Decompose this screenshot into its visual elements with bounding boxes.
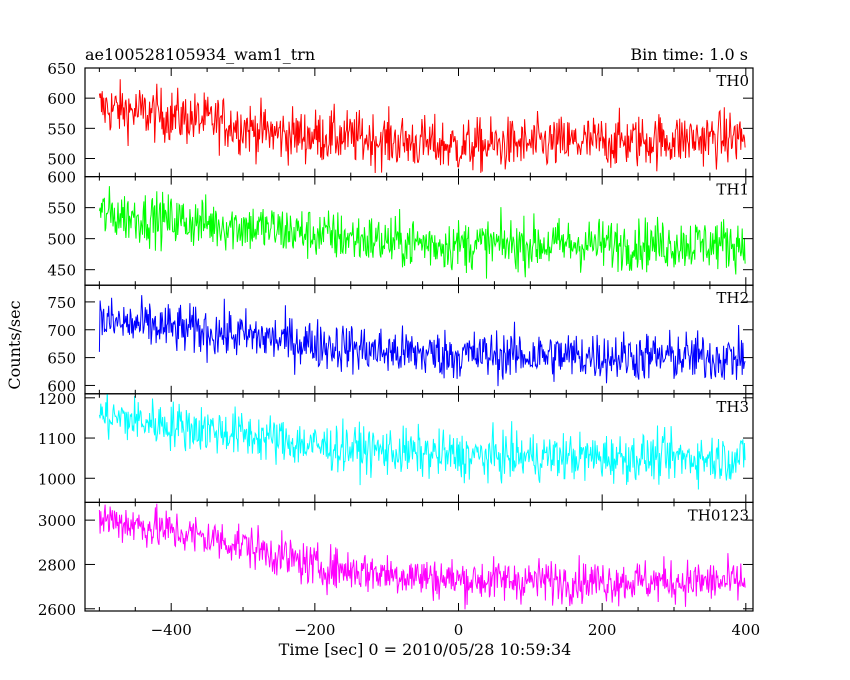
y-tick-label: 2600 <box>38 601 76 619</box>
y-tick-label: 650 <box>47 60 76 78</box>
y-tick-label: 550 <box>47 120 76 138</box>
series-th0123 <box>98 503 746 610</box>
bin-time-label: Bin time: 1.0 s <box>630 45 748 64</box>
panel-label: TH1 <box>716 181 749 199</box>
y-tick-label: 600 <box>47 377 76 395</box>
x-axis-label: Time [sec] 0 = 2010/05/28 10:59:34 <box>279 640 572 659</box>
y-tick-label: 1100 <box>38 430 76 448</box>
y-axis-label: Counts/sec <box>5 300 24 389</box>
y-tick-label: 750 <box>47 294 76 312</box>
x-tick-label: −400 <box>151 621 192 639</box>
x-tick-label: 200 <box>588 621 617 639</box>
y-tick-label: 550 <box>47 200 76 218</box>
y-tick-label: 1000 <box>38 470 76 488</box>
panels-group: TH0 500 550 600 650 TH1 450 500 550 600 TH2 600 650 7… <box>38 60 760 639</box>
y-tick-label: 2800 <box>38 556 76 574</box>
panel-label: TH0 <box>716 72 749 90</box>
panel-label: TH3 <box>716 398 749 416</box>
x-tick-label: −200 <box>294 621 335 639</box>
panel-label: TH0123 <box>688 506 749 524</box>
x-tick-label: 0 <box>454 621 464 639</box>
y-tick-label: 600 <box>47 169 76 187</box>
y-tick-label: 650 <box>47 350 76 368</box>
y-tick-label: 700 <box>47 322 76 340</box>
y-tick-label: 1200 <box>38 390 76 408</box>
series-th2 <box>98 295 746 387</box>
x-tick-label: 400 <box>731 621 760 639</box>
series-th3 <box>98 393 746 490</box>
y-tick-label: 3000 <box>38 512 76 530</box>
series-th0 <box>98 79 746 174</box>
y-tick-label: 450 <box>47 262 76 280</box>
panel-label: TH2 <box>716 289 749 307</box>
y-tick-label: 600 <box>47 90 76 108</box>
chart-title: ae100528105934_wam1_trn <box>85 45 315 64</box>
y-tick-label: 500 <box>47 151 76 169</box>
panel-frame <box>84 501 754 612</box>
y-tick-label: 500 <box>47 231 76 249</box>
series-th1 <box>98 186 746 279</box>
